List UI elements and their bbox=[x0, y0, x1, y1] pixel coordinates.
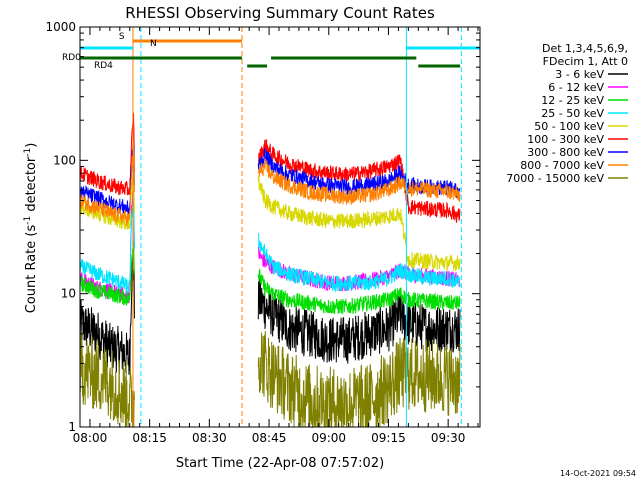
series-line-0 bbox=[79, 256, 135, 375]
legend-label-8: 7000 - 15000 keV bbox=[506, 172, 604, 185]
series-line-7 bbox=[79, 144, 135, 227]
legend-label-2: 12 - 25 keV bbox=[541, 94, 604, 107]
series-line-8 bbox=[257, 330, 461, 429]
rd-label-1: RD4 bbox=[94, 61, 113, 71]
x-tick-label-1: 08:15 bbox=[132, 431, 167, 445]
series-line-6 bbox=[79, 144, 135, 215]
series-line-2 bbox=[79, 240, 135, 306]
x-tick-label-2: 08:30 bbox=[192, 431, 227, 445]
series-line-8 bbox=[79, 331, 135, 428]
legend-label-7: 800 - 7000 keV bbox=[520, 159, 604, 172]
x-tick-label-4: 09:00 bbox=[311, 431, 346, 445]
flag-label-n: N bbox=[150, 39, 157, 49]
series-line-3 bbox=[257, 233, 461, 293]
series-line-5 bbox=[79, 112, 135, 196]
x-tick-label-6: 09:30 bbox=[431, 431, 466, 445]
legend-label-5: 100 - 300 keV bbox=[527, 133, 604, 146]
legend-label-4: 50 - 100 keV bbox=[534, 120, 604, 133]
legend-label-1: 6 - 12 keV bbox=[548, 81, 604, 94]
y-tick-label-0: 1 bbox=[68, 420, 76, 434]
y-axis-label: Count Rate (s-1 detector-1) bbox=[23, 143, 39, 314]
legend-label-0: 3 - 6 keV bbox=[555, 68, 604, 81]
legend: Det 1,3,4,5,6,9,FDecim 1, Att 03 - 6 keV… bbox=[506, 42, 628, 185]
series-line-2 bbox=[257, 268, 461, 315]
series-line-3 bbox=[79, 193, 135, 294]
x-axis-label: Start Time (22-Apr-08 07:57:02) bbox=[176, 456, 384, 471]
series-line-7 bbox=[257, 158, 461, 205]
x-tick-label-5: 09:15 bbox=[371, 431, 406, 445]
x-tick-label-0: 08:00 bbox=[73, 431, 108, 445]
legend-header-0: Det 1,3,4,5,6,9, bbox=[542, 42, 628, 55]
legend-label-6: 300 - 800 keV bbox=[527, 146, 604, 159]
y-tick-label-3: 1000 bbox=[45, 20, 76, 34]
chart-title: RHESSI Observing Summary Count Rates bbox=[125, 4, 435, 22]
y-tick-label-1: 10 bbox=[61, 287, 76, 301]
plot-frame bbox=[79, 26, 481, 428]
footer-timestamp: 14-Oct-2021 09:54 bbox=[560, 469, 636, 478]
flag-label-s: S bbox=[119, 32, 125, 42]
svg-text:Count Rate (s-1 detector-1): Count Rate (s-1 detector-1) bbox=[23, 143, 39, 314]
series-line-5 bbox=[258, 139, 461, 224]
legend-label-3: 25 - 50 keV bbox=[541, 107, 604, 120]
legend-header-1: FDecim 1, Att 0 bbox=[543, 55, 628, 68]
rd-label-0: RD0 bbox=[62, 53, 81, 63]
series-line-4 bbox=[257, 175, 461, 271]
x-tick-label-3: 08:45 bbox=[252, 431, 287, 445]
y-tick-label-2: 100 bbox=[53, 153, 76, 167]
